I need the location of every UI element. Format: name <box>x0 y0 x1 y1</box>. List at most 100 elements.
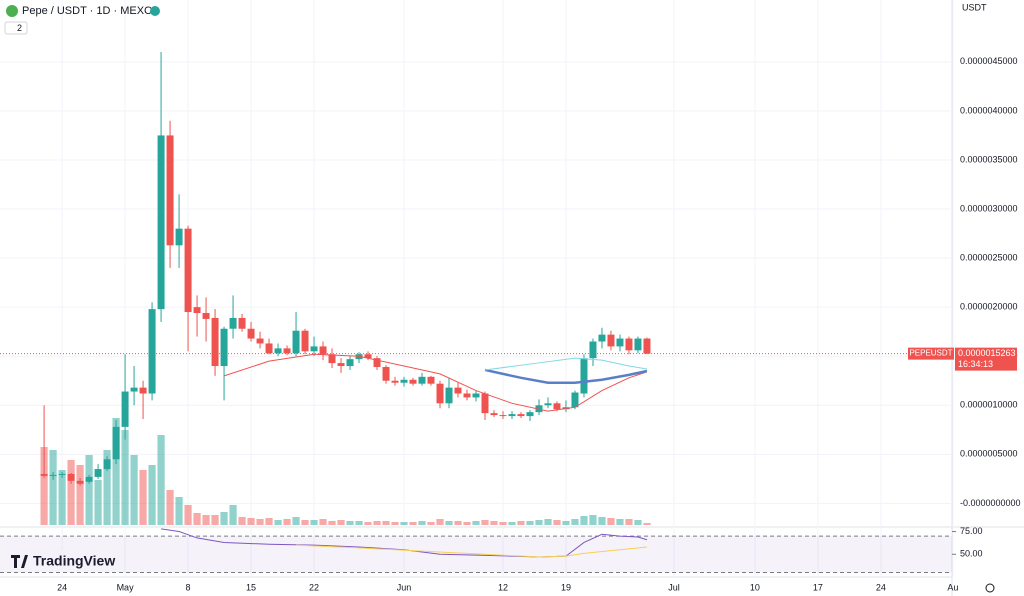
x-tick-label: 17 <box>813 582 823 592</box>
candle-body <box>175 228 183 246</box>
y-tick-label: 0.0000010000 <box>960 400 1018 410</box>
ma-line <box>484 357 648 371</box>
y-tick-label: -0.0000000000 <box>960 498 1021 508</box>
volume-bar <box>472 521 480 525</box>
rsi-tick-label: 50.00 <box>960 549 983 559</box>
x-tick-label: Au <box>947 582 958 592</box>
volume-bar <box>85 455 93 525</box>
volume-bar <box>364 522 372 525</box>
x-tick-label: 10 <box>750 582 760 592</box>
candle-body <box>490 413 498 416</box>
y-tick-label: 0.0000040000 <box>960 105 1018 115</box>
y-tick-label: 0.0000020000 <box>960 302 1018 312</box>
volume-bar <box>553 520 561 525</box>
x-tick-label: 24 <box>876 582 886 592</box>
candle-body <box>445 387 453 404</box>
candle-body <box>364 354 372 359</box>
candle-body <box>463 393 471 398</box>
candle-body <box>625 338 633 351</box>
volume-bar <box>157 435 165 525</box>
y-tick-label: 0.0000035000 <box>960 154 1018 164</box>
volume-bar <box>562 521 570 525</box>
volume-bar <box>373 521 381 525</box>
candle-body <box>202 313 210 319</box>
volume-bar <box>499 522 507 525</box>
candle-body <box>49 474 57 476</box>
rsi-tick-label: 75.00 <box>960 526 983 536</box>
volume-bar <box>265 518 273 525</box>
candle-body <box>310 346 318 352</box>
volume-bar <box>58 470 66 525</box>
brand: TradingView <box>33 553 115 569</box>
candle-body <box>517 414 525 417</box>
candle-body <box>472 393 480 398</box>
candle-body <box>427 376 435 384</box>
ma-line <box>223 353 648 412</box>
volume-bar <box>283 519 291 525</box>
x-tick-label: 24 <box>57 582 67 592</box>
candle-body <box>418 376 426 384</box>
candle-body <box>571 392 579 408</box>
y-tick-label: 0.0000045000 <box>960 56 1018 66</box>
volume-bar <box>103 450 111 525</box>
volume-bar <box>229 505 237 525</box>
candle-body <box>373 358 381 368</box>
volume-bar <box>463 522 471 525</box>
volume-bar <box>166 490 174 525</box>
volume-bar <box>625 519 633 525</box>
candle-body <box>103 459 111 470</box>
candle-body <box>148 309 156 394</box>
countdown: 16:34:13 <box>958 359 993 369</box>
x-tick-label: 22 <box>309 582 319 592</box>
volume-bar <box>508 522 516 525</box>
candle-body <box>643 338 651 354</box>
candle-body <box>238 317 246 329</box>
volume-bar <box>355 521 363 525</box>
candle-body <box>328 354 336 364</box>
volume-bar <box>517 521 525 525</box>
volume-bar <box>112 418 120 525</box>
rsi-line <box>160 528 648 558</box>
indicator-count[interactable]: 2 <box>17 23 22 33</box>
symbol-tag <box>908 347 954 360</box>
candle-body <box>409 379 417 384</box>
candle-body <box>94 469 102 477</box>
candle-body <box>616 338 624 347</box>
volume-bar <box>175 497 183 525</box>
symbol-icon <box>6 5 18 17</box>
volume-bar <box>598 517 606 525</box>
candle-body <box>130 387 138 392</box>
candle-body <box>499 415 507 417</box>
candle-body <box>319 346 327 355</box>
status-dot <box>150 6 160 16</box>
candle-body <box>193 307 201 314</box>
y-tick-label: 0.0000025000 <box>960 252 1018 262</box>
candle-body <box>229 317 237 329</box>
candle-body <box>139 387 147 394</box>
rsi-line <box>296 544 648 558</box>
volume-bar <box>391 522 399 525</box>
candle-body <box>598 334 606 342</box>
currency-selector[interactable]: USDT <box>962 2 987 12</box>
volume-bar <box>76 465 84 525</box>
volume-bar <box>445 521 453 525</box>
settings-icon[interactable] <box>985 583 995 593</box>
volume-bar <box>544 519 552 525</box>
price-tag <box>955 347 1017 371</box>
volume-bar <box>67 460 75 525</box>
symbol-label: PEPEUSDT <box>909 349 952 358</box>
volume-bar <box>247 518 255 525</box>
volume-bar <box>382 521 390 525</box>
volume-bar <box>643 523 651 525</box>
volume-bar <box>454 521 462 525</box>
candle-body <box>391 380 399 383</box>
indicator-toggle[interactable] <box>4 21 28 35</box>
volume-bar <box>580 516 588 525</box>
volume-bar <box>418 521 426 525</box>
volume-bar <box>319 519 327 525</box>
volume-bar <box>94 480 102 525</box>
x-tick-label: Jul <box>668 582 680 592</box>
candle-body <box>346 359 354 367</box>
volume-bar <box>571 519 579 525</box>
